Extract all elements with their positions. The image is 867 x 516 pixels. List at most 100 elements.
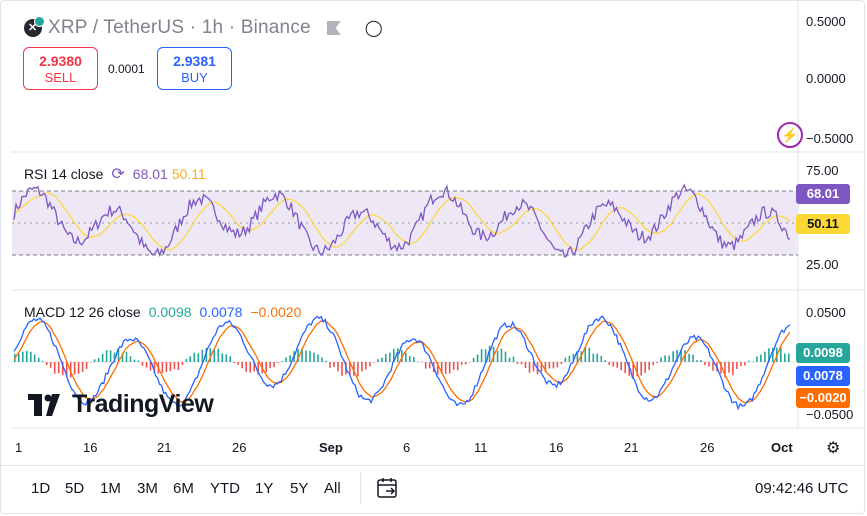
macd-hist-bar [317, 354, 319, 362]
macd-hist-bar [105, 350, 108, 362]
macd-hist-bar [169, 362, 172, 372]
macd-hist-bar [133, 359, 136, 362]
price-axis-label: −0.5000 [806, 131, 854, 146]
macd-hist-bar [440, 362, 443, 374]
refresh-icon[interactable]: ⟳ [111, 166, 125, 183]
macd-hist-bar [185, 359, 188, 362]
rsi-ma-line [13, 192, 791, 251]
macd-hist-bar [624, 362, 626, 374]
macd-hist-bar [233, 362, 235, 363]
macd-hist-bar [428, 362, 431, 369]
symbol-title[interactable]: XRP / TetherUS · 1h · Binance [48, 17, 311, 38]
hide-eye-icon[interactable]: ◯ [364, 20, 383, 37]
macd-hist-bar [281, 361, 283, 362]
range-button-1d[interactable]: 1D [31, 480, 51, 497]
macd-hist-bar [436, 362, 439, 375]
macd-hist-bar [488, 345, 491, 362]
macd-hist-bar [309, 351, 311, 362]
macd-hist-bar [30, 351, 32, 362]
flag-icon[interactable] [326, 21, 341, 35]
macd-hist-tag: 0.0098 [796, 343, 850, 363]
buy-button[interactable]: 2.9381 BUY [157, 47, 232, 90]
macd-hist-bar [237, 362, 239, 365]
buy-price: 2.9381 [173, 53, 216, 69]
range-button-5y[interactable]: 5Y [290, 480, 309, 497]
macd-hist-bar [768, 348, 770, 362]
range-button-1m[interactable]: 1M [100, 480, 121, 497]
macd-hist-bar [728, 362, 730, 373]
macd-hist-bar [620, 362, 622, 371]
tradingview-logo[interactable]: TradingView [28, 390, 214, 419]
macd-hist-bar [145, 362, 148, 368]
macd-hist-bar [357, 362, 359, 377]
macd-hist-bar [736, 362, 738, 369]
macd-hist-bar [788, 353, 790, 362]
settings-gear-icon[interactable]: ⚙ [826, 440, 841, 457]
macd-hist-bar [93, 359, 96, 362]
macd-hist-bar [313, 352, 315, 362]
macd-hist-bar [22, 351, 24, 362]
macd-hist-bar [125, 352, 128, 362]
macd-hist-bar [73, 362, 76, 375]
macd-hist-bar [724, 362, 726, 378]
macd-hist-bar [764, 351, 766, 362]
time-axis-label: 21 [624, 440, 639, 455]
macd-hist-bar [448, 362, 451, 374]
macd-title: MACD 12 26 close [24, 304, 141, 320]
macd-hist-bar [644, 362, 646, 373]
rsi-ma-polyline [13, 192, 791, 251]
range-button-3m[interactable]: 3M [137, 480, 158, 497]
calendar-goto-icon[interactable] [376, 476, 400, 500]
macd-hist-bar [588, 347, 591, 362]
macd-hist-bar [85, 362, 88, 369]
macd-hist-bar [572, 353, 575, 362]
macd-hist-bar [305, 350, 307, 362]
macd-polyline [13, 315, 791, 411]
macd-hist-bar [744, 362, 746, 366]
macd-hist-bar [532, 362, 535, 372]
range-button-5d[interactable]: 5D [65, 480, 85, 497]
utc-clock[interactable]: 09:42:46 UTC [755, 480, 849, 497]
macd-hist-bar [704, 362, 706, 366]
macd-hist-bar [217, 348, 220, 362]
sell-button[interactable]: 2.9380 SELL [23, 47, 98, 90]
range-button-ytd[interactable]: YTD [210, 480, 240, 497]
time-axis-label: 6 [403, 440, 411, 455]
time-axis-label: 16 [83, 440, 98, 455]
spread-value: 0.0001 [108, 62, 145, 76]
range-button-all[interactable]: All [324, 480, 341, 497]
lightning-icon[interactable]: ⚡ [777, 122, 803, 148]
macd-hist-bar [361, 362, 363, 372]
macd-hist-bar [456, 362, 459, 371]
macd-hist-bar [632, 362, 634, 379]
macd-hist-bar [417, 361, 419, 363]
macd-histogram [14, 345, 790, 379]
rsi-ma-value-tag: 50.11 [796, 214, 850, 234]
macd-hist-bar [209, 348, 212, 362]
range-button-1y[interactable]: 1Y [255, 480, 274, 497]
macd-hist-bar [600, 355, 603, 362]
macd-legend[interactable]: MACD 12 26 close 0.0098 0.0078 −0.0020 [24, 304, 301, 320]
macd-hist-bar [544, 362, 547, 372]
rsi-band [12, 191, 798, 255]
macd-hist-bar [161, 362, 164, 373]
macd-hist-bar [656, 362, 658, 363]
time-axis-label: Sep [319, 440, 343, 455]
macd-hist-bar [285, 357, 287, 362]
rsi-legend[interactable]: RSI 14 close ⟳ 68.01 50.11 [24, 164, 206, 184]
macd-hist-bar [676, 350, 678, 362]
macd-hist-bar [325, 360, 327, 362]
macd-hist-bar [424, 362, 427, 369]
macd-hist-bar [109, 350, 112, 362]
macd-hist-bar [409, 356, 411, 362]
rsi-line [13, 183, 791, 258]
buy-label: BUY [181, 70, 208, 85]
macd-hist-bar [748, 360, 750, 362]
macd-value-tag: 0.0078 [796, 366, 850, 386]
macd-hist-bar [101, 353, 104, 362]
macd-hist-bar [752, 361, 754, 363]
macd-hist-bar [696, 360, 698, 362]
macd-hist-bar [385, 353, 387, 362]
range-button-6m[interactable]: 6M [173, 480, 194, 497]
